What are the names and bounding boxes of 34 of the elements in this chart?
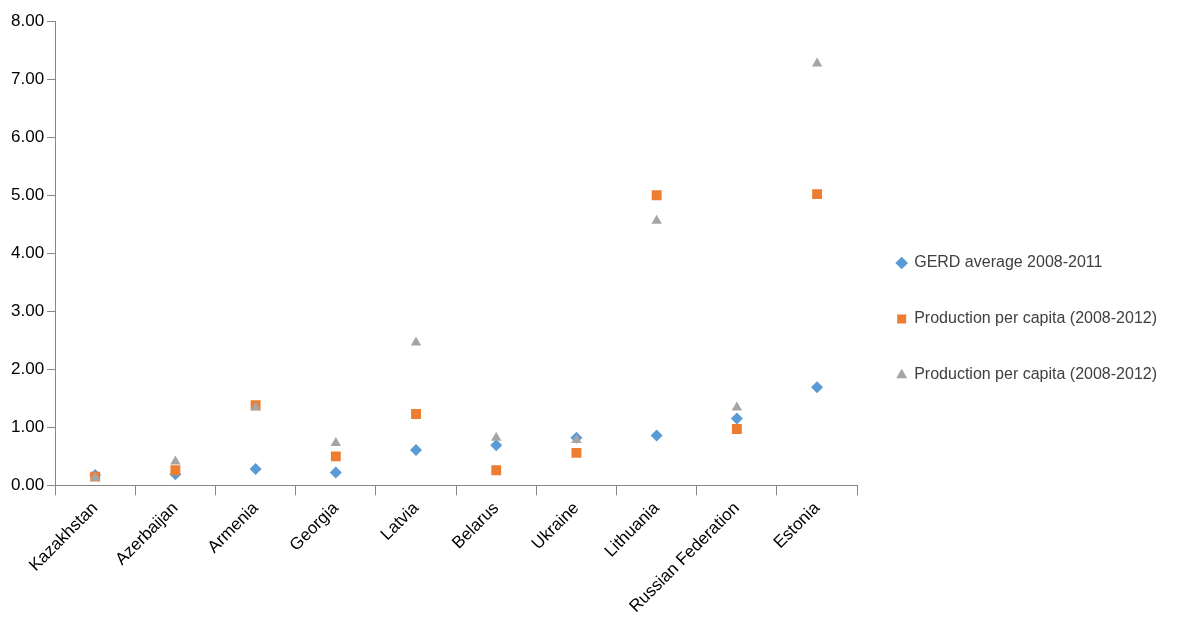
point [329,466,342,479]
legend-label: Production per capita (2008-2012) [914,365,1158,383]
point [812,189,823,200]
y-tick-label: 7.00 [10,68,45,88]
point [490,439,503,452]
y-tick-label: 5.00 [10,184,45,204]
point [410,443,423,456]
point [491,465,502,476]
point [249,463,262,476]
point [811,381,824,394]
point [651,214,662,224]
y-tick-label: 1.00 [10,417,45,437]
point [811,57,823,67]
point [650,429,663,442]
legend-label: Production per capita (2008-2012) [914,309,1158,327]
y-tick-label: 6.00 [10,126,45,146]
legend-label: GERD average 2008-2011 [914,253,1103,271]
point [651,190,662,201]
y-tick-label: 8.00 [10,10,45,30]
point [411,409,421,419]
point [170,455,181,465]
y-tick-label: 2.00 [10,358,45,378]
point [731,424,742,435]
point [330,436,342,446]
point [730,412,743,425]
y-tick-label: 4.00 [10,242,45,262]
y-tick-label: 3.00 [10,300,45,320]
point [330,451,341,462]
point [571,447,582,458]
point [410,336,422,346]
point [170,465,181,476]
point [491,431,502,441]
y-tick-label: 0.00 [10,475,45,495]
point [731,401,743,411]
